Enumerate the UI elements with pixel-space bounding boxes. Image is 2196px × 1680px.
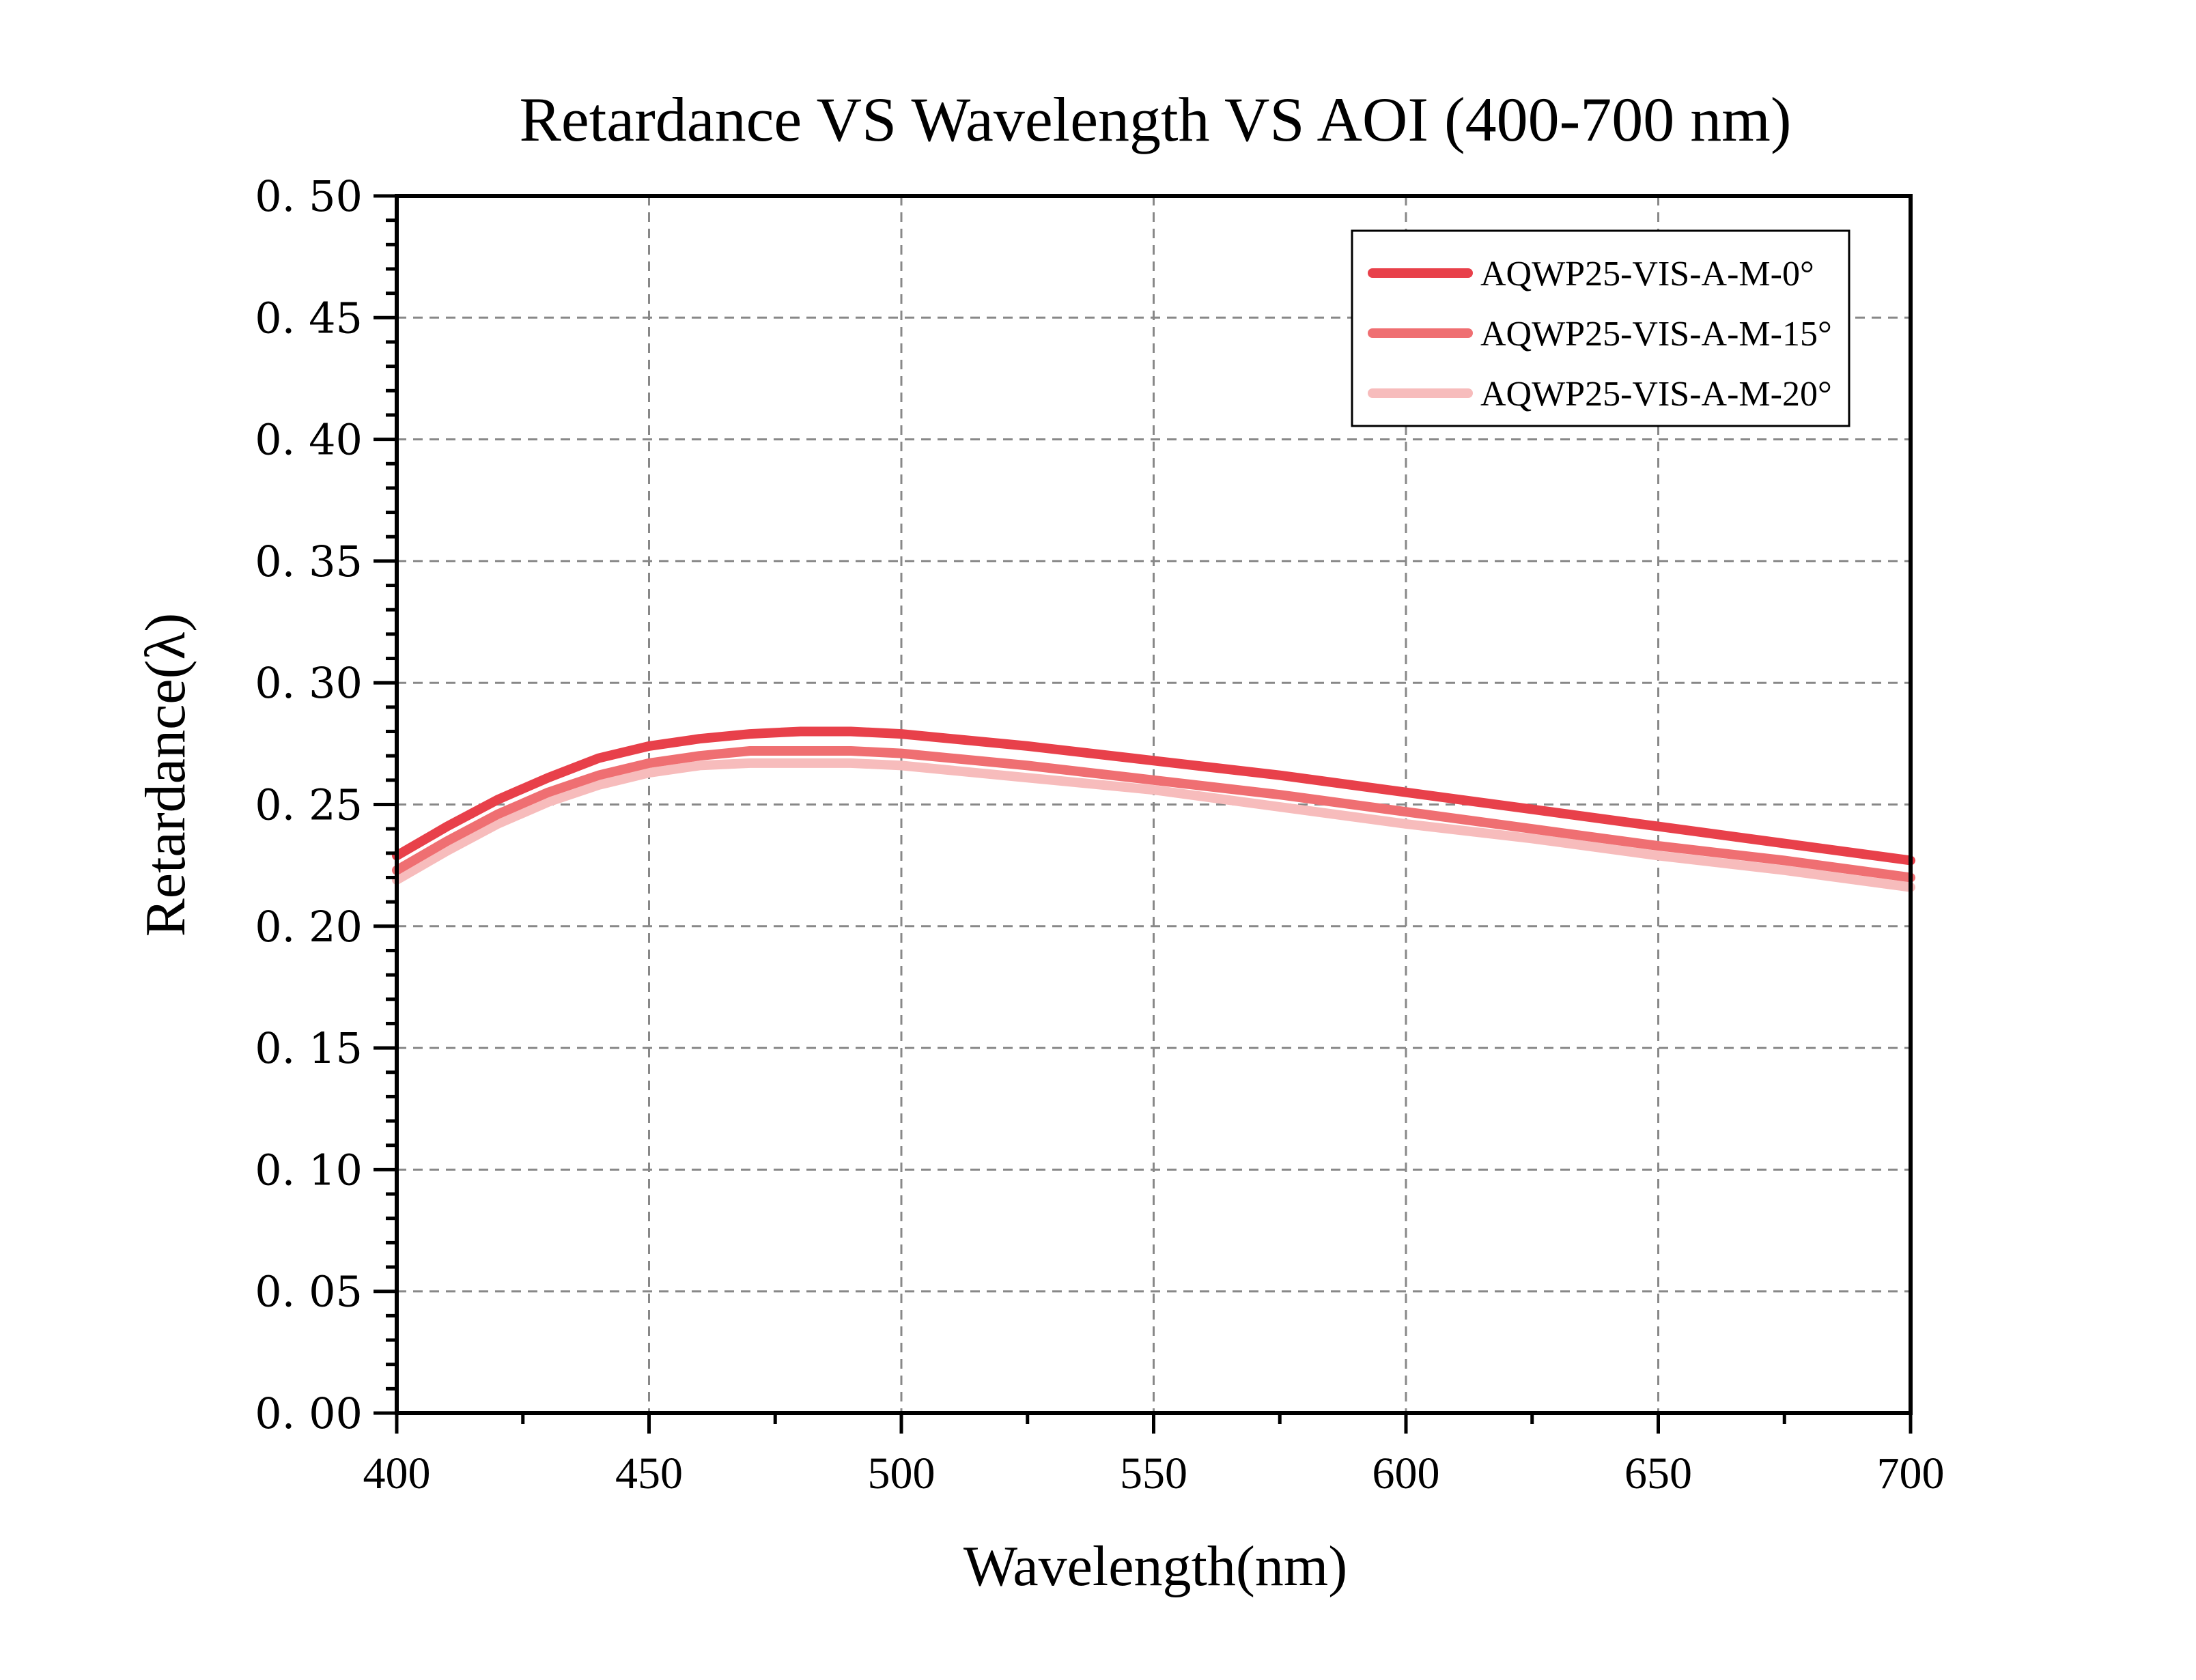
legend: AQWP25-VIS-A-M-0° AQWP25-VIS-A-M-15° AQWP2… xyxy=(1351,229,1850,427)
x-tick-label: 500 xyxy=(868,1449,935,1498)
x-tick-label: 450 xyxy=(615,1449,683,1498)
chart-title: Retardance VS Wavelength VS AOI (400-700… xyxy=(520,85,1792,154)
legend-label: AQWP25-VIS-A-M-0° xyxy=(1480,255,1814,294)
y-tick-label: 0. 05 xyxy=(255,1267,363,1317)
legend-label: AQWP25-VIS-A-M-15° xyxy=(1480,315,1832,354)
grid-lines xyxy=(397,196,1911,1413)
legend-items: AQWP25-VIS-A-M-0° AQWP25-VIS-A-M-15° AQWP2… xyxy=(1368,255,1832,414)
y-tick-label: 0. 10 xyxy=(255,1145,363,1195)
y-tick-label: 0. 45 xyxy=(255,293,363,343)
x-tick-labels: 400 450 500 550 600 650 700 xyxy=(363,1449,1945,1498)
y-tick-label: 0. 15 xyxy=(255,1023,363,1073)
x-axis-label: Wavelength(nm) xyxy=(963,1535,1347,1598)
y-tick-label: 0. 00 xyxy=(255,1389,363,1438)
x-tick-label: 650 xyxy=(1624,1449,1692,1498)
series-line xyxy=(392,746,1915,883)
y-tick-label: 0. 25 xyxy=(255,780,363,830)
y-tick-label: 0. 50 xyxy=(255,171,363,221)
legend-label: AQWP25-VIS-A-M-20° xyxy=(1480,375,1832,414)
x-tick-label: 700 xyxy=(1877,1449,1945,1498)
axis-ticks xyxy=(374,194,1913,1434)
y-tick-label: 0. 40 xyxy=(255,415,363,465)
y-tick-labels: 0. 00 0. 05 0. 10 0. 15 0. 20 0. 25 0. 30 0. 35… xyxy=(255,171,363,1438)
series-line xyxy=(392,758,1915,892)
series-lines xyxy=(392,726,1915,892)
x-tick-label: 400 xyxy=(363,1449,431,1498)
x-tick-label: 550 xyxy=(1120,1449,1187,1498)
y-tick-label: 0. 30 xyxy=(255,658,363,708)
series-line xyxy=(392,726,1915,866)
y-tick-label: 0. 20 xyxy=(255,902,363,952)
y-tick-label: 0. 35 xyxy=(255,537,363,586)
x-tick-label: 600 xyxy=(1372,1449,1440,1498)
y-axis-label: Retardance(λ) xyxy=(134,613,197,937)
